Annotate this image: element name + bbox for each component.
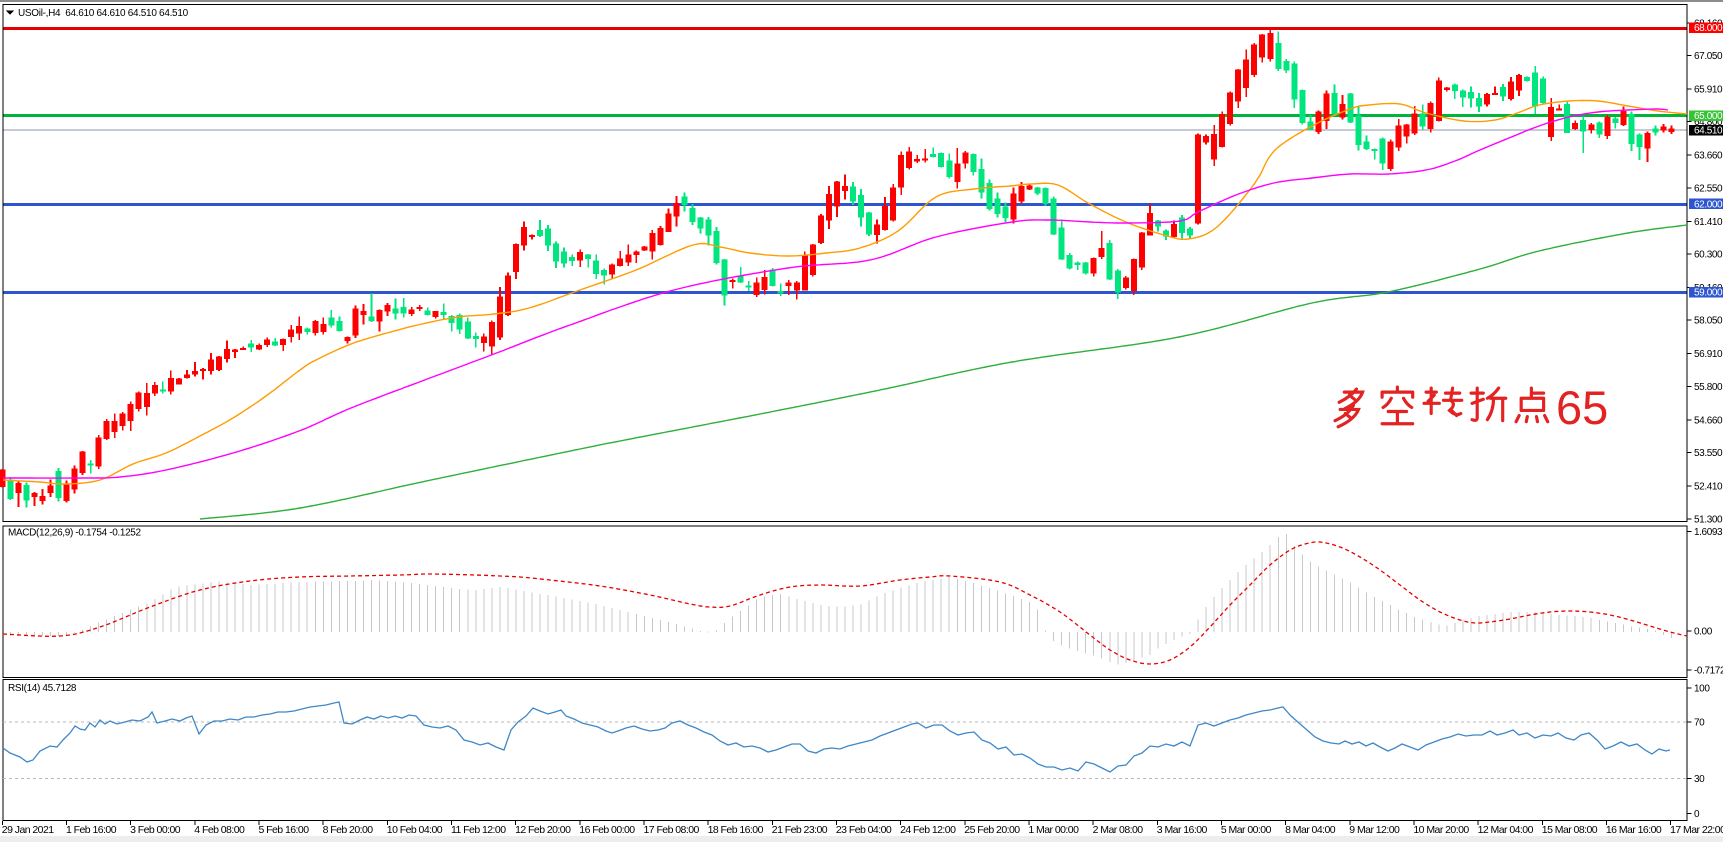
svg-text:56.910: 56.910 [1694,349,1723,360]
svg-text:17 Feb 08:00: 17 Feb 08:00 [644,824,700,836]
svg-text:62.000: 62.000 [1694,199,1723,210]
svg-text:53.550: 53.550 [1694,448,1723,459]
svg-text:16 Feb 00:00: 16 Feb 00:00 [579,824,635,836]
svg-text:1 Mar 00:00: 1 Mar 00:00 [1028,824,1079,836]
svg-text:55.800: 55.800 [1694,382,1723,393]
svg-text:-0.7172: -0.7172 [1694,666,1723,677]
svg-text:15 Mar 08:00: 15 Mar 08:00 [1542,824,1598,836]
svg-text:10 Feb 04:00: 10 Feb 04:00 [387,824,443,836]
svg-text:17 Mar 22:00: 17 Mar 22:00 [1670,824,1723,836]
svg-text:16 Mar 16:00: 16 Mar 16:00 [1606,824,1662,836]
svg-text:12 Mar 04:00: 12 Mar 04:00 [1478,824,1534,836]
svg-text:12 Feb 20:00: 12 Feb 20:00 [515,824,571,836]
svg-text:RSI(14) 45.7128: RSI(14) 45.7128 [8,683,77,694]
svg-text:61.410: 61.410 [1694,217,1723,228]
svg-text:2 Mar 08:00: 2 Mar 08:00 [1093,824,1144,836]
svg-text:63.660: 63.660 [1694,151,1723,162]
svg-text:5 Feb 16:00: 5 Feb 16:00 [259,824,310,836]
svg-text:4 Feb 08:00: 4 Feb 08:00 [194,824,245,836]
svg-text:100: 100 [1694,684,1710,695]
svg-text:21 Feb 23:00: 21 Feb 23:00 [772,824,828,836]
svg-text:59.000: 59.000 [1694,288,1723,299]
svg-text:8 Feb 20:00: 8 Feb 20:00 [323,824,374,836]
svg-text:24 Feb 12:00: 24 Feb 12:00 [900,824,956,836]
svg-text:11 Feb 12:00: 11 Feb 12:00 [451,824,506,836]
svg-text:54.660: 54.660 [1694,415,1723,426]
svg-text:60.300: 60.300 [1694,250,1723,261]
svg-text:70: 70 [1694,718,1705,729]
svg-text:MACD(12,26,9) -0.1754 -0.1252: MACD(12,26,9) -0.1754 -0.1252 [8,528,141,539]
svg-text:3 Feb 00:00: 3 Feb 00:00 [130,824,181,836]
svg-text:58.050: 58.050 [1694,316,1723,327]
svg-text:25 Feb 20:00: 25 Feb 20:00 [964,824,1020,836]
svg-text:0.00: 0.00 [1694,627,1713,638]
svg-text:8 Mar 04:00: 8 Mar 04:00 [1285,824,1336,836]
svg-text:52.410: 52.410 [1694,482,1723,493]
svg-text:65.910: 65.910 [1694,85,1723,96]
svg-text:3 Mar 16:00: 3 Mar 16:00 [1157,824,1208,836]
svg-text:65: 65 [1556,381,1608,434]
svg-text:23 Feb 04:00: 23 Feb 04:00 [836,824,892,836]
svg-text:9 Mar 12:00: 9 Mar 12:00 [1349,824,1400,836]
svg-text:62.550: 62.550 [1694,183,1723,194]
svg-text:29 Jan 2021: 29 Jan 2021 [2,824,54,836]
svg-text:51.300: 51.300 [1694,514,1723,525]
svg-text:30: 30 [1694,774,1705,785]
svg-text:64.510: 64.510 [1694,126,1723,137]
svg-text:68.000: 68.000 [1694,23,1723,34]
svg-text:10 Mar 20:00: 10 Mar 20:00 [1413,824,1469,836]
svg-text:67.050: 67.050 [1694,51,1723,62]
svg-text:1.6093: 1.6093 [1694,527,1723,538]
svg-text:0: 0 [1694,809,1700,820]
svg-text:USOil-,H4 64.610 64.610 64.51: USOil-,H4 64.610 64.610 64.510 64.510 [18,8,189,19]
svg-text:18 Feb 16:00: 18 Feb 16:00 [708,824,764,836]
svg-text:1 Feb 16:00: 1 Feb 16:00 [66,824,117,836]
svg-text:65.000: 65.000 [1694,111,1723,122]
svg-text:5 Mar 00:00: 5 Mar 00:00 [1221,824,1272,836]
svg-text:64.800: 64.800 [1694,117,1723,128]
